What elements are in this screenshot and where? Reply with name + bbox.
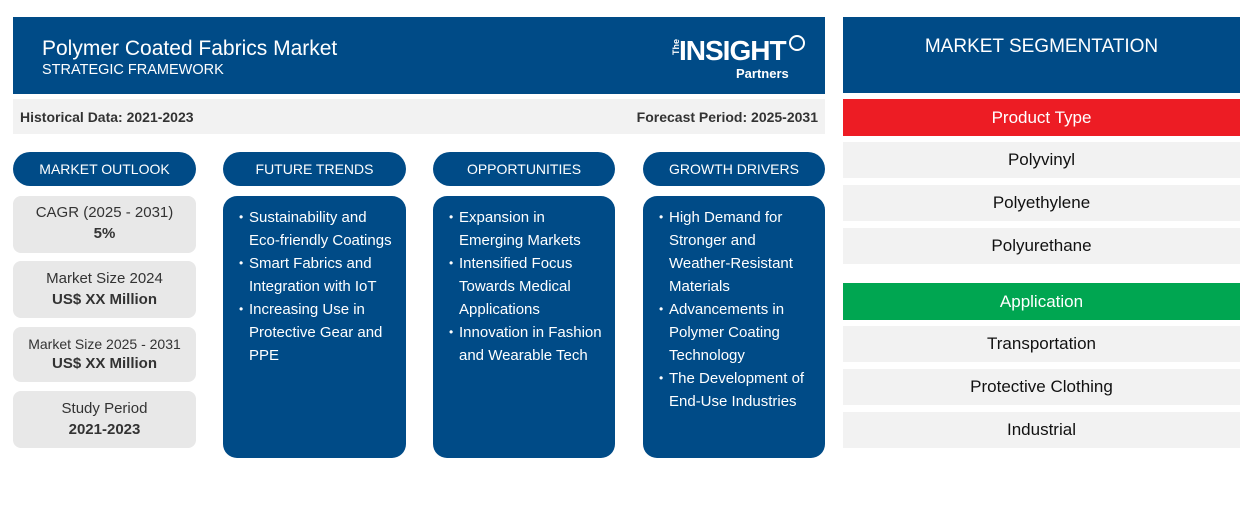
stat-study-period: Study Period 2021-2023 <box>13 391 196 448</box>
segment-header-product-type: Product Type <box>843 99 1240 136</box>
historical-data: Historical Data: 2021-2023 <box>20 109 194 125</box>
logo-insight: INSIGHT <box>679 35 787 66</box>
segment-item: Protective Clothing <box>843 369 1240 405</box>
header-banner: Polymer Coated Fabrics Market STRATEGIC … <box>13 17 825 94</box>
stat-cagr: CAGR (2025 - 2031) 5% <box>13 196 196 253</box>
stat-value: US$ XX Million <box>51 355 157 372</box>
stat-value: 2021-2023 <box>68 421 141 438</box>
page-subtitle: STRATEGIC FRAMEWORK <box>42 62 224 78</box>
segment-item: Polyvinyl <box>843 142 1240 178</box>
opportunity-item: Expansion in Emerging Markets <box>449 206 607 252</box>
segment-header-application: Application <box>843 283 1240 320</box>
growth-drivers-header: GROWTH DRIVERS <box>643 152 825 186</box>
market-outlook-header: MARKET OUTLOOK <box>13 152 196 186</box>
future-trends-header: FUTURE TRENDS <box>223 152 406 186</box>
future-trends-box: Sustainability and Eco-friendly Coatings… <box>223 196 406 458</box>
stat-market-size-2024: Market Size 2024 US$ XX Million <box>13 261 196 318</box>
page-title: Polymer Coated Fabrics Market <box>42 37 338 60</box>
insight-partners-logo: The INSIGHT Partners <box>665 32 807 84</box>
segment-item: Polyurethane <box>843 228 1240 264</box>
segmentation-title: MARKET SEGMENTATION <box>843 17 1240 93</box>
logo-partners: Partners <box>736 66 789 81</box>
stat-market-size-forecast: Market Size 2025 - 2031 US$ XX Million <box>13 327 196 382</box>
stat-value: US$ XX Million <box>51 291 157 308</box>
opportunities-box: Expansion in Emerging Markets Intensifie… <box>433 196 615 458</box>
stat-label: Market Size 2024 <box>46 270 163 287</box>
segment-item: Polyethylene <box>843 185 1240 221</box>
driver-item: Advancements in Polymer Coating Technolo… <box>659 298 817 367</box>
stat-label: CAGR (2025 - 2031) <box>35 204 174 221</box>
forecast-period: Forecast Period: 2025-2031 <box>636 109 818 125</box>
driver-item: High Demand for Stronger and Weather-Res… <box>659 206 817 298</box>
segment-item: Industrial <box>843 412 1240 448</box>
opportunities-header: OPPORTUNITIES <box>433 152 615 186</box>
stat-value: 5% <box>93 225 116 242</box>
logo-ring-icon <box>789 35 805 51</box>
segment-item: Transportation <box>843 326 1240 362</box>
stat-label: Study Period <box>61 400 148 417</box>
stat-label: Market Size 2025 - 2031 <box>28 336 181 352</box>
trend-item: Smart Fabrics and Integration with IoT <box>239 252 398 298</box>
trend-item: Increasing Use in Protective Gear and PP… <box>239 298 398 367</box>
opportunity-item: Intensified Focus Towards Medical Applic… <box>449 252 607 321</box>
period-bar: Historical Data: 2021-2023 Forecast Peri… <box>13 99 825 134</box>
trend-item: Sustainability and Eco-friendly Coatings <box>239 206 398 252</box>
growth-drivers-box: High Demand for Stronger and Weather-Res… <box>643 196 825 458</box>
driver-item: The Development of End-Use Industries <box>659 367 817 413</box>
opportunity-item: Innovation in Fashion and Wearable Tech <box>449 321 607 367</box>
